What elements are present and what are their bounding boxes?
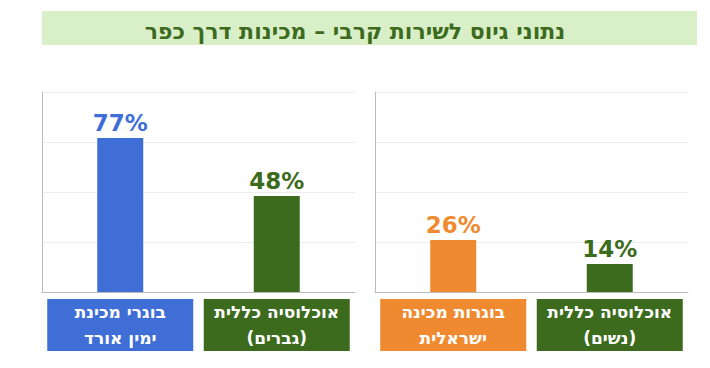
- svg-text:77%: 77%: [93, 110, 148, 136]
- svg-text:26%: 26%: [426, 212, 481, 238]
- svg-text:48%: 48%: [249, 168, 304, 194]
- svg-text:ישראלית: ישראלית: [420, 328, 487, 348]
- svg-text:בוגרות מכינה: בוגרות מכינה: [401, 302, 505, 322]
- svg-text:אוכלוסיה כללית: אוכלוסיה כללית: [547, 302, 672, 322]
- svg-text:14%: 14%: [582, 236, 637, 262]
- svg-text:בוגרי מכינת: בוגרי מכינת: [75, 302, 166, 322]
- svg-text:(נשים): (נשים): [583, 328, 636, 348]
- svg-text:ימין אורד: ימין אורד: [84, 328, 157, 348]
- svg-text:נתוני גיוס לשירות קרבי – מכינו: נתוני גיוס לשירות קרבי – מכינות דרך כפר: [145, 19, 566, 44]
- svg-text:(גברים): (גברים): [246, 328, 307, 348]
- svg-text:אוכלוסיה כללית: אוכלוסיה כללית: [214, 302, 339, 322]
